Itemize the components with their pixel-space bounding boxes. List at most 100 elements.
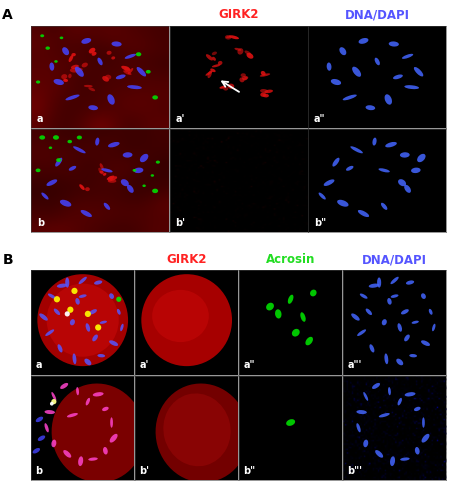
Ellipse shape <box>110 418 113 428</box>
Ellipse shape <box>396 358 402 366</box>
Ellipse shape <box>397 398 401 406</box>
Ellipse shape <box>400 309 408 314</box>
Text: a': a' <box>175 114 184 124</box>
Ellipse shape <box>264 90 272 93</box>
Ellipse shape <box>225 35 231 40</box>
Ellipse shape <box>82 62 87 68</box>
Ellipse shape <box>259 74 270 76</box>
Ellipse shape <box>365 308 371 315</box>
Ellipse shape <box>384 94 391 104</box>
Ellipse shape <box>350 146 362 154</box>
Ellipse shape <box>374 450 382 458</box>
Ellipse shape <box>210 68 215 72</box>
Ellipse shape <box>388 42 398 46</box>
Ellipse shape <box>219 86 226 88</box>
Ellipse shape <box>124 66 130 72</box>
Text: a: a <box>35 360 42 370</box>
Ellipse shape <box>123 70 131 75</box>
Ellipse shape <box>359 294 367 298</box>
Text: DNA/DAPI: DNA/DAPI <box>344 8 409 22</box>
Ellipse shape <box>72 354 76 364</box>
Ellipse shape <box>384 142 396 148</box>
Ellipse shape <box>377 168 389 172</box>
Ellipse shape <box>111 56 115 59</box>
Ellipse shape <box>259 89 267 93</box>
Ellipse shape <box>37 274 128 366</box>
Ellipse shape <box>65 94 79 100</box>
Ellipse shape <box>78 294 87 298</box>
Ellipse shape <box>404 392 414 396</box>
Ellipse shape <box>403 334 409 342</box>
Circle shape <box>132 169 136 172</box>
Ellipse shape <box>60 383 68 389</box>
Text: B: B <box>2 252 13 266</box>
Ellipse shape <box>46 284 119 356</box>
Ellipse shape <box>381 319 386 326</box>
Ellipse shape <box>234 48 241 51</box>
Circle shape <box>152 188 158 193</box>
Ellipse shape <box>78 456 83 466</box>
Ellipse shape <box>365 105 374 110</box>
Ellipse shape <box>351 66 360 77</box>
Ellipse shape <box>88 88 95 91</box>
Circle shape <box>67 306 73 313</box>
Ellipse shape <box>246 53 253 59</box>
Ellipse shape <box>86 398 90 406</box>
Ellipse shape <box>411 320 418 324</box>
Ellipse shape <box>103 202 110 210</box>
Ellipse shape <box>88 105 98 110</box>
Ellipse shape <box>51 392 56 401</box>
Ellipse shape <box>212 64 220 68</box>
Ellipse shape <box>110 434 117 442</box>
Circle shape <box>46 46 50 50</box>
Ellipse shape <box>266 302 273 310</box>
Text: b: b <box>35 466 42 476</box>
Text: b: b <box>37 218 44 228</box>
Ellipse shape <box>88 48 95 54</box>
Ellipse shape <box>299 312 305 322</box>
Ellipse shape <box>239 78 244 82</box>
Ellipse shape <box>106 176 114 180</box>
Text: b": b" <box>313 218 325 228</box>
Ellipse shape <box>39 314 48 320</box>
Ellipse shape <box>356 410 366 414</box>
Ellipse shape <box>107 94 115 104</box>
Circle shape <box>39 136 45 140</box>
Ellipse shape <box>318 192 325 200</box>
Ellipse shape <box>414 447 419 454</box>
Ellipse shape <box>53 79 64 85</box>
Ellipse shape <box>69 55 73 62</box>
Ellipse shape <box>71 53 76 56</box>
Ellipse shape <box>241 76 247 80</box>
Ellipse shape <box>89 309 97 314</box>
Ellipse shape <box>431 324 434 331</box>
Ellipse shape <box>128 68 133 74</box>
Ellipse shape <box>51 440 56 447</box>
Ellipse shape <box>223 87 228 90</box>
Ellipse shape <box>115 74 125 80</box>
Ellipse shape <box>421 434 428 442</box>
Ellipse shape <box>127 85 142 89</box>
Ellipse shape <box>355 423 360 432</box>
Ellipse shape <box>83 85 92 87</box>
Ellipse shape <box>94 280 102 284</box>
Ellipse shape <box>44 423 49 432</box>
Ellipse shape <box>380 202 387 210</box>
Ellipse shape <box>124 54 136 59</box>
Ellipse shape <box>57 284 67 288</box>
Circle shape <box>54 60 58 63</box>
Ellipse shape <box>404 85 418 89</box>
Ellipse shape <box>291 329 299 336</box>
Ellipse shape <box>38 436 45 441</box>
Ellipse shape <box>92 52 97 56</box>
Ellipse shape <box>121 66 130 71</box>
Circle shape <box>53 135 59 140</box>
Ellipse shape <box>62 47 69 55</box>
Ellipse shape <box>371 383 379 389</box>
Ellipse shape <box>41 192 48 200</box>
Text: a": a" <box>243 360 254 370</box>
Ellipse shape <box>358 38 368 44</box>
Ellipse shape <box>243 76 248 80</box>
Ellipse shape <box>88 458 97 460</box>
Ellipse shape <box>376 278 380 287</box>
